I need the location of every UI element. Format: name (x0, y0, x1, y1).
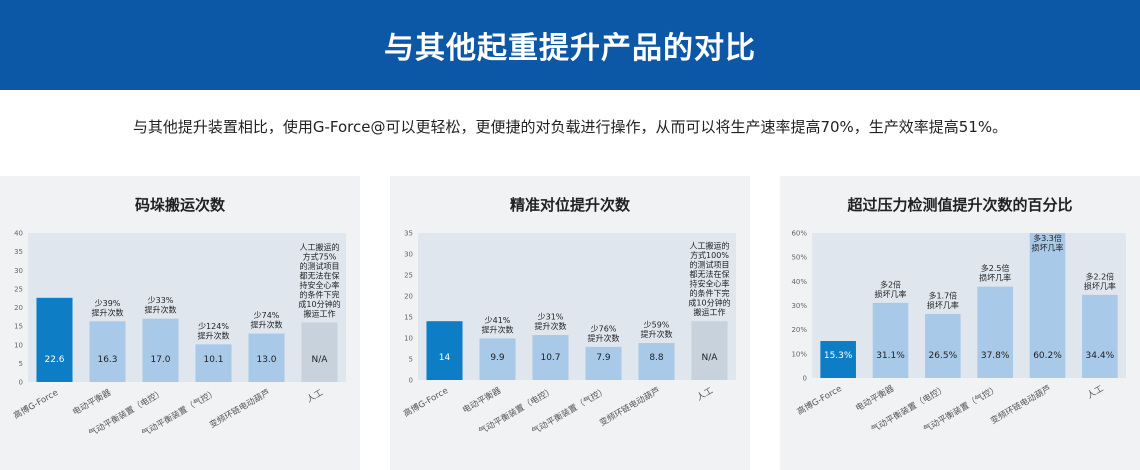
category-label: 人工 (695, 386, 715, 403)
bar (248, 333, 285, 382)
bar (479, 338, 516, 380)
bar (872, 302, 909, 378)
bar-annotation: 多2倍损坏几率 (875, 279, 907, 299)
bar (532, 335, 569, 380)
bar (195, 344, 232, 382)
bar (142, 318, 179, 382)
bar-value-label: 60.2% (1033, 351, 1062, 361)
bar (820, 341, 856, 378)
chart-positioning-lifts: 0 5 10 15 20 25 30 35 14 高博G-Force 9.9 少41%提升次数电动平衡… (401, 230, 736, 437)
y-tick-label: 15 (404, 314, 413, 322)
y-tick-label: 10% (791, 350, 807, 358)
bar (977, 286, 1013, 378)
bar-value-label: 9.9 (490, 353, 505, 363)
bar-annotation: 少41%提升次数 (482, 316, 514, 335)
y-tick-label: 30 (404, 251, 413, 259)
bar-annotation: 多1.7倍损坏几率 (927, 290, 959, 310)
y-tick-label: 0 (409, 377, 413, 385)
y-tick-label: 20 (14, 304, 23, 312)
bar-annotation: 少76%提升次数 (588, 324, 620, 343)
y-tick-label: 30 (14, 267, 23, 275)
category-label: 高博G-Force (795, 383, 844, 417)
y-tick-label: 60% (791, 230, 807, 238)
y-tick-label: 40 (14, 230, 23, 238)
y-tick-label: 0 (803, 375, 807, 383)
y-tick-label: 25 (404, 272, 413, 280)
bar-value-label: 22.6 (44, 355, 64, 365)
bar-value-label: 17.0 (150, 355, 170, 365)
category-label: 高博G-Force (11, 387, 60, 421)
y-tick-label: 50% (791, 254, 807, 262)
y-tick-label: 40% (791, 278, 807, 286)
chart-panel-overpressure: 超过压力检测值提升次数的百分比 0 10% 20% 30% 40% 50% 60% 15.3%… (780, 176, 1140, 470)
bar (301, 322, 338, 382)
chart-overpressure-percent: 0 10% 20% 30% 40% 50% 60% 15.3% 高博G-Force 31.1% 多2… (791, 230, 1126, 435)
plot-area (812, 233, 1126, 378)
y-tick-label: 5 (409, 356, 413, 364)
bar-value-label: 37.8% (981, 351, 1010, 361)
bar (426, 321, 463, 380)
chart-panel-stacking: 码垛搬运次数 0 5 10 15 20 25 30 35 40 22.6 高博G-Force 16.3… (0, 176, 360, 470)
bar-value-label: N/A (702, 353, 719, 363)
category-label: 电动平衡器 (71, 387, 114, 418)
bar-value-label: 7.9 (596, 353, 611, 363)
bar-value-label: 26.5% (929, 351, 958, 361)
bar-value-label: 13.0 (256, 355, 276, 365)
bar (691, 321, 728, 380)
bar (638, 343, 675, 380)
y-tick-label: 0 (19, 379, 23, 387)
chart-title: 超过压力检测值提升次数的百分比 (847, 196, 1073, 214)
bar-annotation: 少33%提升次数 (145, 296, 177, 315)
bar-value-label: 31.1% (876, 351, 905, 361)
bar (925, 313, 961, 378)
category-label: 人工 (1086, 384, 1106, 401)
bar-value-label: 14 (439, 353, 451, 363)
bar-value-label: 10.7 (540, 353, 560, 363)
chart-stacking-lifts: 0 5 10 15 20 25 30 35 40 22.6 高博G-Force 16.3 少39%提升次… (11, 230, 346, 439)
bar (585, 346, 622, 380)
category-label: 高博G-Force (401, 385, 450, 419)
y-tick-label: 35 (14, 248, 23, 256)
bar-value-label: 34.4% (1086, 351, 1115, 361)
bar-annotation: 多2.2倍损坏几率 (1084, 271, 1116, 291)
category-label: 电动平衡器 (461, 385, 504, 416)
chart-title: 码垛搬运次数 (134, 196, 225, 214)
bar (1082, 294, 1118, 378)
bar-value-label: N/A (312, 355, 329, 365)
y-tick-label: 20% (791, 326, 807, 334)
bar-annotation: 人工搬运的方式100%的测试项目都无法在保持安全心率的条件下完成10分钟的搬运工… (688, 241, 730, 318)
chart-title: 精准对位提升次数 (509, 196, 630, 214)
bar-annotation: 少124%提升次数 (198, 322, 230, 341)
bar-value-label: 10.1 (203, 355, 223, 365)
y-tick-label: 30% (791, 302, 807, 310)
y-tick-label: 25 (14, 285, 23, 293)
category-label: 人工 (305, 388, 325, 405)
bar (89, 321, 126, 382)
y-tick-label: 15 (14, 323, 23, 331)
page-title: 与其他起重提升产品的对比 (384, 31, 756, 66)
bar-annotation: 少59%提升次数 (641, 321, 673, 340)
bar-annotation: 多3.3倍损坏几率 (1032, 233, 1064, 253)
y-tick-label: 20 (404, 293, 413, 301)
bar-annotation: 少74%提升次数 (251, 311, 283, 330)
bar (36, 297, 73, 382)
plot-area (418, 233, 736, 380)
bar-value-label: 15.3% (824, 351, 853, 361)
y-tick-label: 10 (404, 335, 413, 343)
bar-annotation: 少39%提升次数 (92, 299, 124, 318)
bar-value-label: 8.8 (649, 353, 664, 363)
bar-value-label: 16.3 (97, 355, 117, 365)
bar-annotation: 少31%提升次数 (535, 313, 567, 332)
intro-text: 与其他提升装置相比，使用G-Force@可以更轻松，更便捷的对负载进行操作，从而… (132, 118, 1008, 136)
chart-panel-positioning: 精准对位提升次数 0 5 10 15 20 25 30 35 14 高博G-Force 9.9 少41… (390, 176, 750, 470)
bar (1029, 233, 1066, 378)
plot-area (28, 233, 346, 382)
y-tick-label: 5 (19, 360, 23, 368)
y-tick-label: 10 (14, 341, 23, 349)
y-tick-label: 35 (404, 230, 413, 238)
header-banner: 与其他起重提升产品的对比 (0, 0, 1140, 90)
bar-annotation: 人工搬运的方式75%的测试项目都无法在保持安全心率的条件下完成10分钟的搬运工作 (298, 242, 340, 319)
bar-annotation: 多2.5倍损坏几率 (979, 263, 1011, 283)
category-label: 电动平衡器 (854, 383, 897, 414)
